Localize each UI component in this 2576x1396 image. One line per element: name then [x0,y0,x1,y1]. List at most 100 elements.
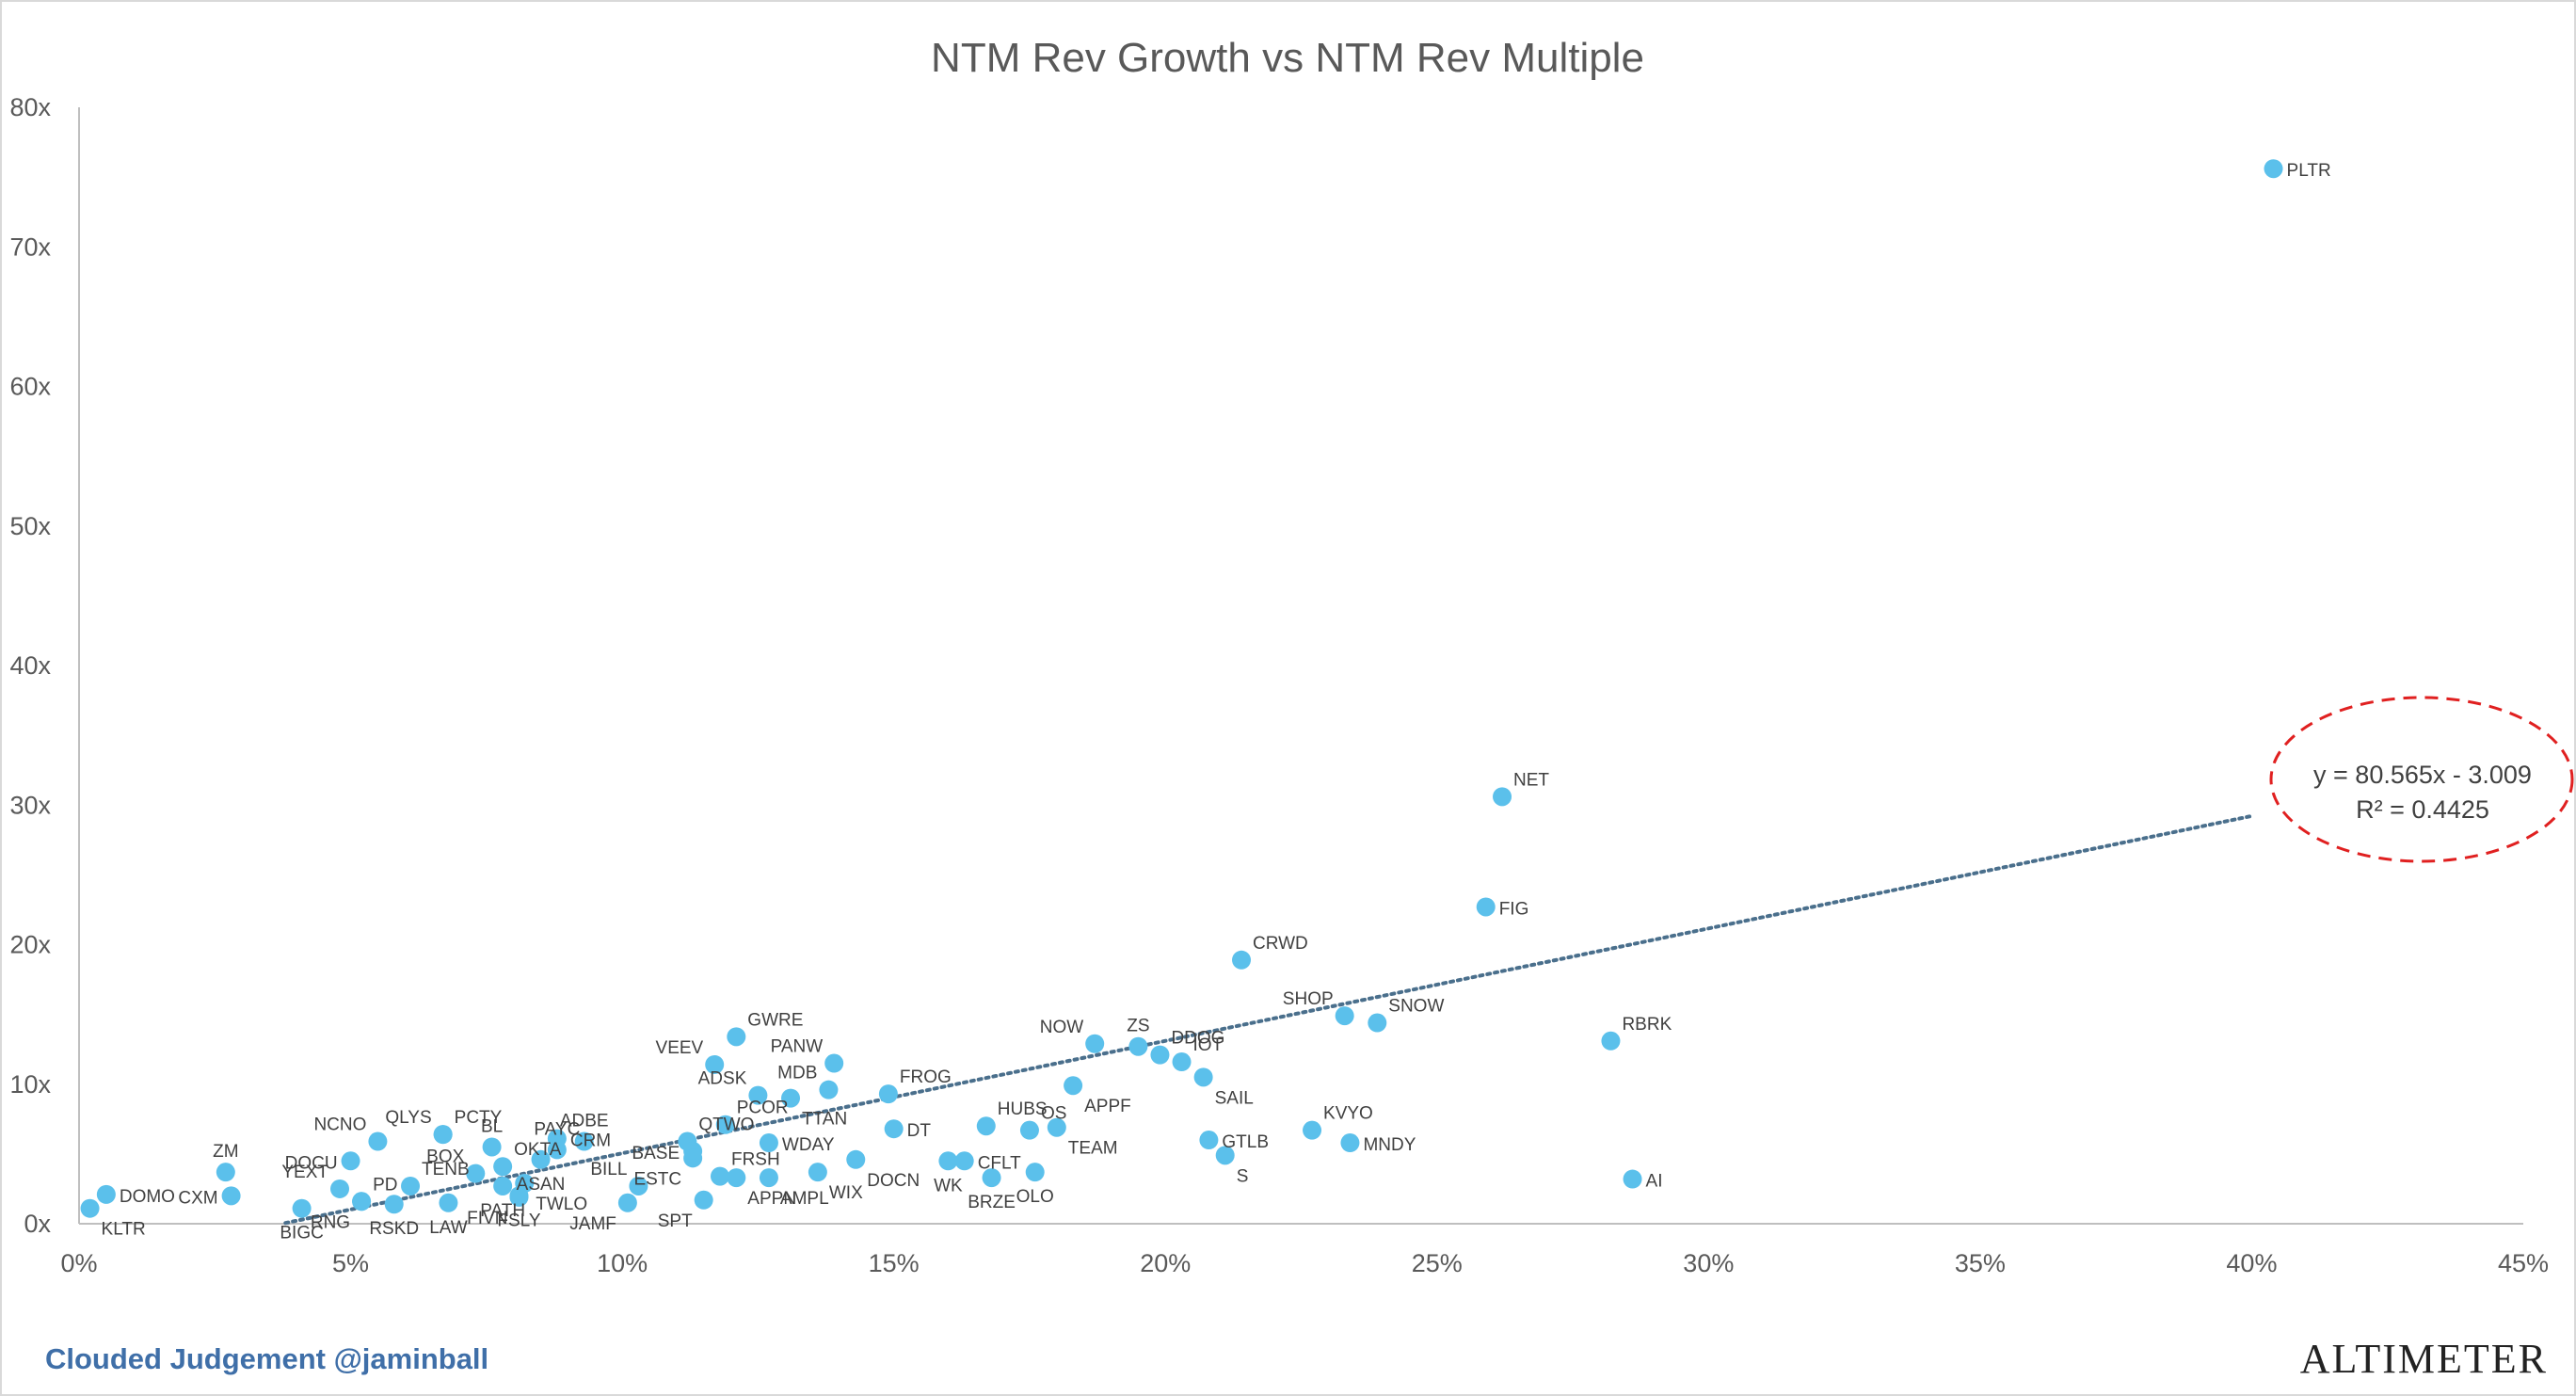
data-point-label: WIX [829,1183,863,1203]
y-tick-label: 10x [9,1070,51,1099]
data-point-label: PD [373,1175,397,1195]
data-point [368,1131,388,1151]
data-point-label: FIVN [467,1209,507,1228]
highlight-ellipse [2269,696,2574,863]
data-point-label: APPN [747,1189,796,1209]
data-point [1064,1076,1083,1096]
data-point [1128,1036,1148,1056]
data-point [352,1192,372,1211]
data-point-label: CFLT [978,1153,1021,1173]
data-point-label: PLTR [2287,161,2331,181]
data-point-label: APPF [1084,1097,1131,1116]
data-point-label: S [1237,1166,1249,1186]
data-point-label: WDAY [782,1135,835,1155]
data-point [727,1168,746,1188]
altimeter-logo: ALTIMETER [2299,1336,2548,1382]
data-point-label: BASE [632,1144,680,1163]
data-point [884,1119,904,1139]
y-tick-label: 60x [9,373,51,401]
data-point [759,1133,778,1153]
data-point-label: PCTY [455,1108,503,1128]
data-point [1340,1133,1360,1153]
data-point [384,1195,404,1214]
data-point-label: ZM [213,1142,238,1162]
data-point-label: IOT [1193,1035,1224,1055]
data-point [1215,1146,1235,1165]
data-point [1019,1120,1039,1140]
data-point-label: CRM [570,1131,611,1151]
data-point [694,1190,713,1210]
data-point [574,1131,594,1151]
data-point [1085,1034,1105,1053]
data-point-label: RBRK [1622,1015,1672,1035]
data-point [439,1193,458,1212]
data-point-label: TWLO [536,1195,587,1214]
data-point-label: KLTR [102,1220,146,1240]
y-tick-label: 50x [9,512,51,540]
y-tick-label: 0x [24,1210,51,1238]
data-point-label: ZS [1127,1017,1149,1036]
data-point-label: FROG [900,1067,952,1087]
data-point-label: SNOW [1388,997,1444,1017]
data-point [1047,1117,1066,1137]
x-tick-label: 20% [1140,1249,1191,1277]
data-point-label: TEAM [1068,1139,1118,1159]
data-point-label: OKTA [514,1140,562,1160]
data-point-label: RSKD [369,1219,419,1239]
data-point [1172,1052,1192,1072]
footer-attribution: Clouded Judgement @jaminball [45,1342,489,1375]
trendline [283,813,2254,1226]
data-point [846,1149,866,1169]
data-point [715,1115,735,1134]
data-point-label: RNG [311,1212,350,1232]
data-point-label: BIGC [280,1224,323,1244]
data-point [1025,1163,1045,1182]
data-point-label: KVYO [1323,1104,1373,1124]
data-point [705,1054,725,1074]
data-point-label: FIG [1499,899,1529,919]
x-tick-label: 45% [2498,1249,2549,1277]
data-point-label: SAIL [1215,1088,1254,1108]
data-point [531,1149,551,1169]
data-point-label: ADSK [698,1069,747,1089]
data-point-label: HUBS [998,1099,1048,1119]
data-point [1335,1006,1354,1026]
data-point-label: DT [907,1121,932,1141]
data-point [819,1080,839,1099]
data-point [1303,1120,1322,1140]
y-tick-label: 70x [9,233,51,261]
data-point-label: PCOR [737,1099,789,1118]
data-point [759,1168,778,1188]
data-point-label: OS [1041,1104,1066,1124]
data-point [433,1125,453,1145]
data-point-label: CRWD [1253,934,1308,954]
data-point [982,1168,1001,1188]
x-tick-label: 40% [2226,1249,2277,1277]
data-point [878,1084,898,1104]
data-point-label: SHOP [1283,989,1334,1009]
data-points [80,159,2283,1218]
data-point-label: ASAN [517,1175,566,1195]
x-tick-label: 25% [1412,1249,1463,1277]
data-point-label: NCNO [313,1115,366,1135]
data-point [1493,787,1512,807]
y-tick-label: 20x [9,931,51,959]
data-point-label: FSLY [497,1211,540,1230]
data-point-label: TTAN [802,1110,847,1130]
data-point [292,1198,312,1218]
data-point [330,1179,350,1198]
y-tick-label: 80x [9,93,51,121]
data-point [1232,950,1252,970]
x-tick-label: 5% [332,1249,369,1277]
data-point-label: FRSH [731,1150,780,1170]
x-tick-label: 10% [597,1249,648,1277]
data-point-label: BOX [426,1147,464,1167]
data-point [466,1163,486,1183]
data-point-label: NET [1513,770,1549,790]
data-point [710,1166,729,1186]
data-point-label: TENB [422,1160,470,1179]
data-point-label: PAYC [534,1119,580,1139]
data-point-label: QTWO [698,1115,754,1135]
data-point-label: DDOG [1171,1029,1224,1049]
